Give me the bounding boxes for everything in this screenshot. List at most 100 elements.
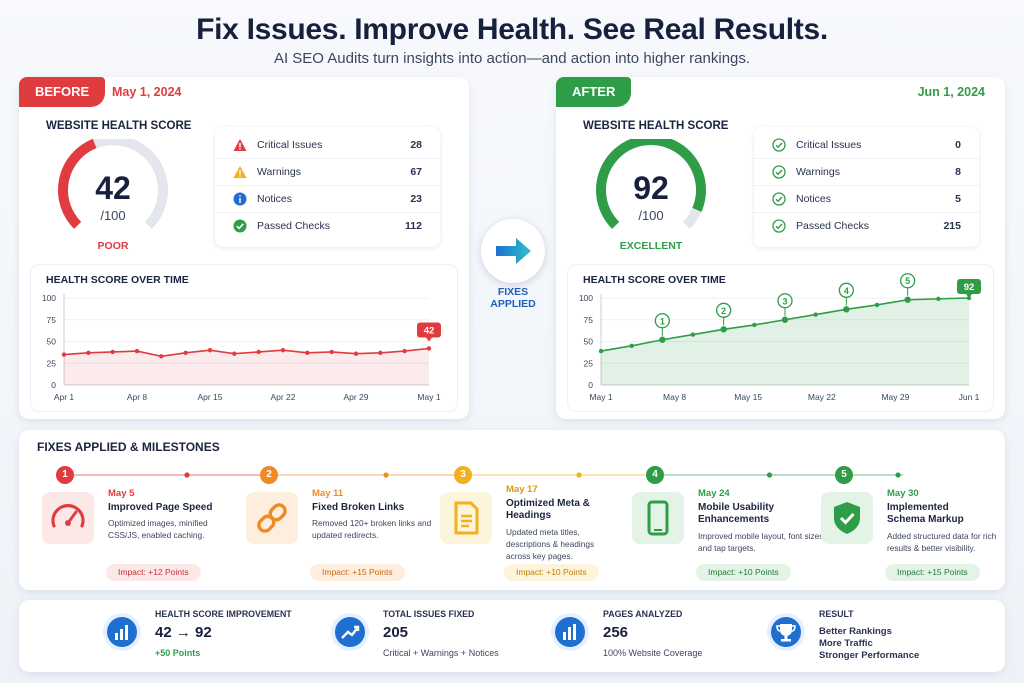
timeline-dot bbox=[576, 472, 582, 478]
fix-date: May 30 bbox=[887, 488, 919, 499]
before-score: 42 bbox=[95, 170, 131, 206]
after-score: 92 bbox=[633, 170, 669, 206]
before-issues-card: Critical Issues 28 Warnings 67 Notices 2… bbox=[215, 127, 440, 247]
stat-health-improvement: HEALTH SCORE IMPROVEMENT 42 → 92 +50 Poi… bbox=[103, 604, 323, 670]
data-point bbox=[159, 354, 164, 359]
series-area bbox=[64, 348, 429, 385]
stat-icon-box bbox=[103, 613, 141, 651]
x-tick-label: May 1 bbox=[589, 392, 612, 402]
y-tick-label: 75 bbox=[584, 315, 594, 325]
before-score-denominator: /100 bbox=[100, 208, 126, 223]
stat-result-line: More Traffic bbox=[819, 638, 873, 649]
fixes-applied-line1: FIXES bbox=[497, 286, 529, 298]
data-point bbox=[329, 349, 334, 355]
end-value-badge bbox=[417, 322, 441, 338]
fix-description: Improved mobile layout, font sizes, and … bbox=[698, 531, 826, 553]
timeline-dot bbox=[895, 472, 901, 478]
end-value-label: 42 bbox=[424, 325, 435, 336]
bar-chart-icon bbox=[555, 617, 585, 647]
milestone-marker bbox=[900, 273, 916, 289]
after-gauge bbox=[596, 139, 706, 229]
before-health-title: WEBSITE HEALTH SCORE bbox=[46, 120, 192, 132]
fix-number: 2 bbox=[260, 466, 278, 484]
milestone-label: 5 bbox=[905, 276, 910, 286]
timeline-dot bbox=[184, 472, 190, 478]
after-issue-row: Warnings 8 bbox=[754, 159, 979, 186]
y-tick-label: 25 bbox=[584, 358, 594, 368]
check-circle-icon bbox=[772, 165, 786, 179]
fix-item: 3 May 17 Optimized Meta & Headings Updat… bbox=[440, 466, 630, 586]
milestone-point bbox=[720, 326, 727, 333]
fix-name: Mobile Usability Enhancements bbox=[698, 502, 775, 525]
trophy-icon bbox=[771, 617, 801, 647]
fix-name: Improved Page Speed bbox=[108, 502, 213, 513]
check-circle-icon bbox=[772, 219, 786, 233]
milestone-point bbox=[781, 316, 789, 323]
fix-name: Fixed Broken Links bbox=[312, 502, 405, 513]
issue-value: 0 bbox=[955, 139, 961, 151]
info-circle-icon bbox=[233, 192, 247, 206]
x-tick-label: Apr 15 bbox=[197, 392, 222, 402]
data-point bbox=[936, 296, 941, 302]
stat-result-line: Stronger Performance bbox=[819, 650, 920, 661]
after-issues-card: Critical Issues 0 Warnings 8 Notices 5 P… bbox=[754, 127, 979, 247]
fix-item: 4 May 24 Mobile Usability Enhancements I… bbox=[632, 466, 826, 586]
data-point bbox=[61, 352, 67, 357]
before-issue-row: Passed Checks 112 bbox=[215, 213, 440, 240]
mobile-phone-icon bbox=[647, 500, 669, 536]
before-issue-row: Critical Issues 28 bbox=[215, 132, 440, 159]
fix-item: 5 May 30 Implemented Schema Markup Added… bbox=[821, 466, 1011, 586]
data-point bbox=[629, 343, 634, 349]
fix-impact-badge: Impact: +12 Points bbox=[106, 564, 201, 581]
stat-value: 42 → 92 bbox=[155, 624, 212, 641]
after-score-denominator: /100 bbox=[638, 208, 664, 223]
issue-value: 8 bbox=[955, 166, 961, 178]
check-circle-icon bbox=[772, 138, 786, 152]
data-point bbox=[86, 350, 91, 356]
y-tick-label: 0 bbox=[51, 380, 56, 390]
before-panel: BEFORE May 1, 2024 WEBSITE HEALTH SCORE … bbox=[19, 77, 469, 419]
before-rating: POOR bbox=[97, 240, 129, 252]
stat-sub: 100% Website Coverage bbox=[603, 648, 703, 658]
fix-date: May 17 bbox=[506, 484, 538, 495]
end-value-pointer bbox=[426, 337, 432, 342]
before-chart-card bbox=[31, 265, 457, 411]
error-triangle-icon bbox=[233, 139, 247, 151]
issue-label: Notices bbox=[796, 193, 832, 205]
x-tick-label: May 15 bbox=[734, 392, 762, 402]
fix-name: Optimized Meta & Headings bbox=[506, 498, 590, 521]
y-tick-label: 50 bbox=[47, 337, 57, 347]
timeline-dot bbox=[766, 472, 773, 478]
fix-description: Added structured data for rich results &… bbox=[887, 531, 997, 553]
x-tick-label: Apr 8 bbox=[127, 392, 148, 402]
after-tag: AFTER bbox=[556, 77, 632, 107]
after-issue-row: Notices 5 bbox=[754, 186, 979, 213]
issue-value: 23 bbox=[410, 193, 422, 205]
fix-impact-badge: Impact: +10 Points bbox=[504, 564, 599, 581]
issue-label: Warnings bbox=[257, 166, 301, 178]
fix-impact-badge: Impact: +10 Points bbox=[696, 564, 791, 581]
page-title: Fix Issues. Improve Health. See Real Res… bbox=[196, 13, 828, 46]
y-tick-label: 0 bbox=[588, 380, 593, 390]
fix-description: Removed 120+ broken links and updated re… bbox=[312, 518, 432, 540]
stat-label: RESULT bbox=[819, 609, 854, 619]
x-tick-label: Apr 22 bbox=[270, 392, 295, 402]
before-score-chart: 0 25 50 75 100 Apr 1 Apr 8 Apr 15 Apr 22 Apr 29 Ma… bbox=[42, 293, 441, 402]
speedometer-icon bbox=[51, 504, 85, 528]
data-point bbox=[207, 348, 213, 353]
warning-triangle-icon bbox=[233, 166, 247, 178]
series-area bbox=[601, 298, 969, 385]
fix-number: 4 bbox=[646, 466, 664, 484]
before-chart-title: HEALTH SCORE OVER TIME bbox=[46, 274, 189, 286]
issue-value: 67 bbox=[410, 166, 422, 178]
issue-value: 215 bbox=[943, 220, 961, 232]
fixes-applied-line2: APPLIED bbox=[490, 298, 536, 310]
milestone-marker bbox=[777, 293, 793, 309]
data-point bbox=[752, 322, 757, 328]
end-value-badge bbox=[957, 278, 981, 294]
data-point bbox=[280, 348, 286, 353]
issue-label: Critical Issues bbox=[796, 139, 862, 151]
milestone-marker bbox=[654, 313, 670, 329]
y-tick-label: 100 bbox=[579, 293, 593, 303]
